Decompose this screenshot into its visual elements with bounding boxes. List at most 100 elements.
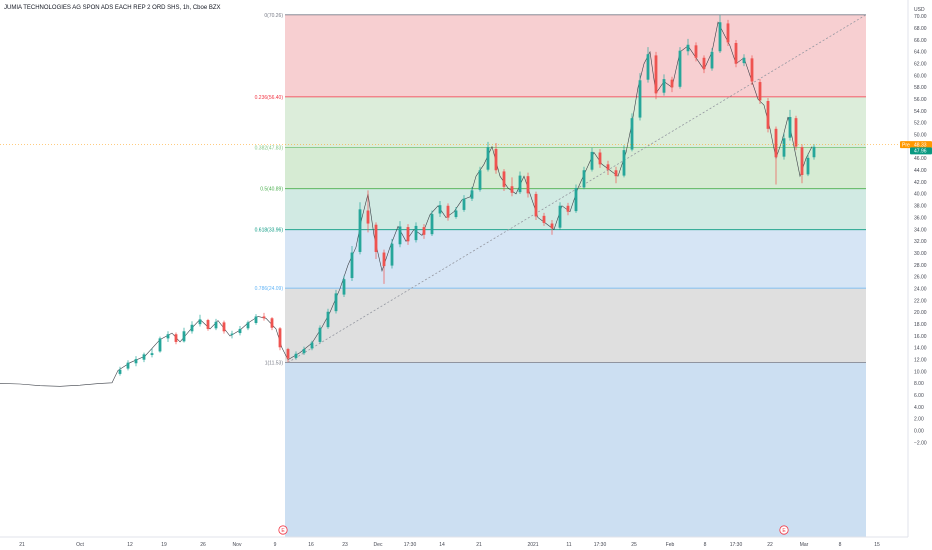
currency-label: USD <box>914 7 925 13</box>
price-tick-label: 64.00 <box>914 50 927 56</box>
price-tick-label: 46.00 <box>914 156 927 162</box>
candle-body <box>390 243 394 266</box>
candle <box>262 312 266 321</box>
candle-body <box>590 151 594 170</box>
candle-body <box>794 118 798 147</box>
candle-body <box>118 369 122 374</box>
price-tick-label: 52.00 <box>914 121 927 127</box>
candle-body <box>126 362 130 369</box>
price-tick-label: 22.00 <box>914 298 927 304</box>
fib-level-labels: 0(70.26) 0.236(56.40) 0.382(47.83) 0.5(40.8… <box>255 13 284 367</box>
earnings-marker-icon[interactable]: E <box>278 525 288 535</box>
fib-zone <box>285 229 866 289</box>
time-tick-label: 8 <box>839 542 842 548</box>
price-tick-label: 56.00 <box>914 97 927 103</box>
candle-body <box>782 138 786 157</box>
time-tick-label: 11 <box>566 542 571 548</box>
candle-body <box>630 118 634 150</box>
candle <box>590 147 594 172</box>
candle-body <box>230 333 234 335</box>
earnings-marker-label: E <box>782 528 786 534</box>
candle <box>430 210 434 236</box>
earnings-marker-circle <box>278 525 288 535</box>
price-tick-label: 36.00 <box>914 215 927 221</box>
candle <box>230 330 234 339</box>
candle <box>710 48 714 71</box>
candle-body <box>510 186 514 193</box>
candle <box>222 320 226 334</box>
candle-body <box>726 23 730 43</box>
last-price-value: 47.96 <box>914 149 927 155</box>
earnings-marker-icon[interactable]: E <box>779 525 789 535</box>
candle <box>478 166 482 192</box>
candle-body <box>214 321 218 329</box>
price-tick-label: 42.00 <box>914 180 927 186</box>
candle-body <box>718 22 722 52</box>
fib-zones <box>285 14 866 537</box>
candle <box>270 317 274 331</box>
candle-body <box>486 147 490 170</box>
candle-body <box>286 349 290 359</box>
price-tick-label: 2.00 <box>914 417 924 423</box>
price-tick-label: 38.00 <box>914 204 927 210</box>
time-tick-label: 14 <box>439 542 445 548</box>
fib-label: 0.236(56.40) <box>255 95 284 101</box>
candle <box>518 171 522 194</box>
candle-body <box>310 342 314 349</box>
time-axis[interactable]: 21 Oct 12 19 26 Nov 9 16 23 Dec 17:30 14 21 2021 11 17:… <box>19 542 880 548</box>
candle-body <box>662 79 666 93</box>
candle-body <box>526 176 530 194</box>
candle-body <box>318 327 322 342</box>
candle-body <box>774 128 778 158</box>
candle <box>630 113 634 152</box>
candle <box>118 366 122 376</box>
candle-body <box>702 57 706 70</box>
candle <box>800 144 804 184</box>
price-tick-label: 14.00 <box>914 346 927 352</box>
price-tick-label: 6.00 <box>914 393 924 399</box>
earnings-marker-circle <box>779 525 789 535</box>
candle <box>206 318 210 331</box>
candle <box>238 325 242 336</box>
price-axis[interactable]: −2.00 0.00 2.00 4.00 6.00 8.00 10.00 12.00 14.00… <box>914 14 927 446</box>
candle <box>558 202 562 230</box>
candle-body <box>406 227 410 242</box>
candle-body <box>534 193 538 217</box>
candle <box>318 325 322 344</box>
candle <box>134 356 138 367</box>
candle <box>694 42 698 62</box>
candle <box>366 190 370 233</box>
time-tick-label: 17:30 <box>730 542 743 548</box>
candle-body <box>198 319 202 325</box>
candle-body <box>366 210 370 224</box>
candle <box>542 212 546 226</box>
candle <box>382 249 386 284</box>
candle-body <box>758 82 762 101</box>
candle <box>494 143 498 174</box>
time-tick-label: Dec <box>374 542 383 548</box>
candle <box>286 347 290 363</box>
candle-body <box>150 353 154 355</box>
price-tick-label: 20.00 <box>914 310 927 316</box>
candle-body <box>686 44 690 52</box>
candle <box>246 320 250 331</box>
candle <box>334 289 338 314</box>
candle <box>750 55 754 86</box>
price-tick-label: 60.00 <box>914 73 927 79</box>
candle <box>806 153 810 177</box>
fib-zone-extension <box>285 362 866 537</box>
candle-body <box>142 354 146 360</box>
time-tick-label: 17:30 <box>594 542 607 548</box>
candle <box>142 352 146 363</box>
candle <box>662 74 666 96</box>
candle-body <box>422 227 426 235</box>
price-tick-label: 32.00 <box>914 239 927 245</box>
candle <box>566 202 570 216</box>
candle <box>470 186 474 202</box>
candle <box>574 184 578 213</box>
candle <box>358 202 362 255</box>
candle <box>198 314 202 327</box>
earnings-marker-label: E <box>281 528 285 534</box>
